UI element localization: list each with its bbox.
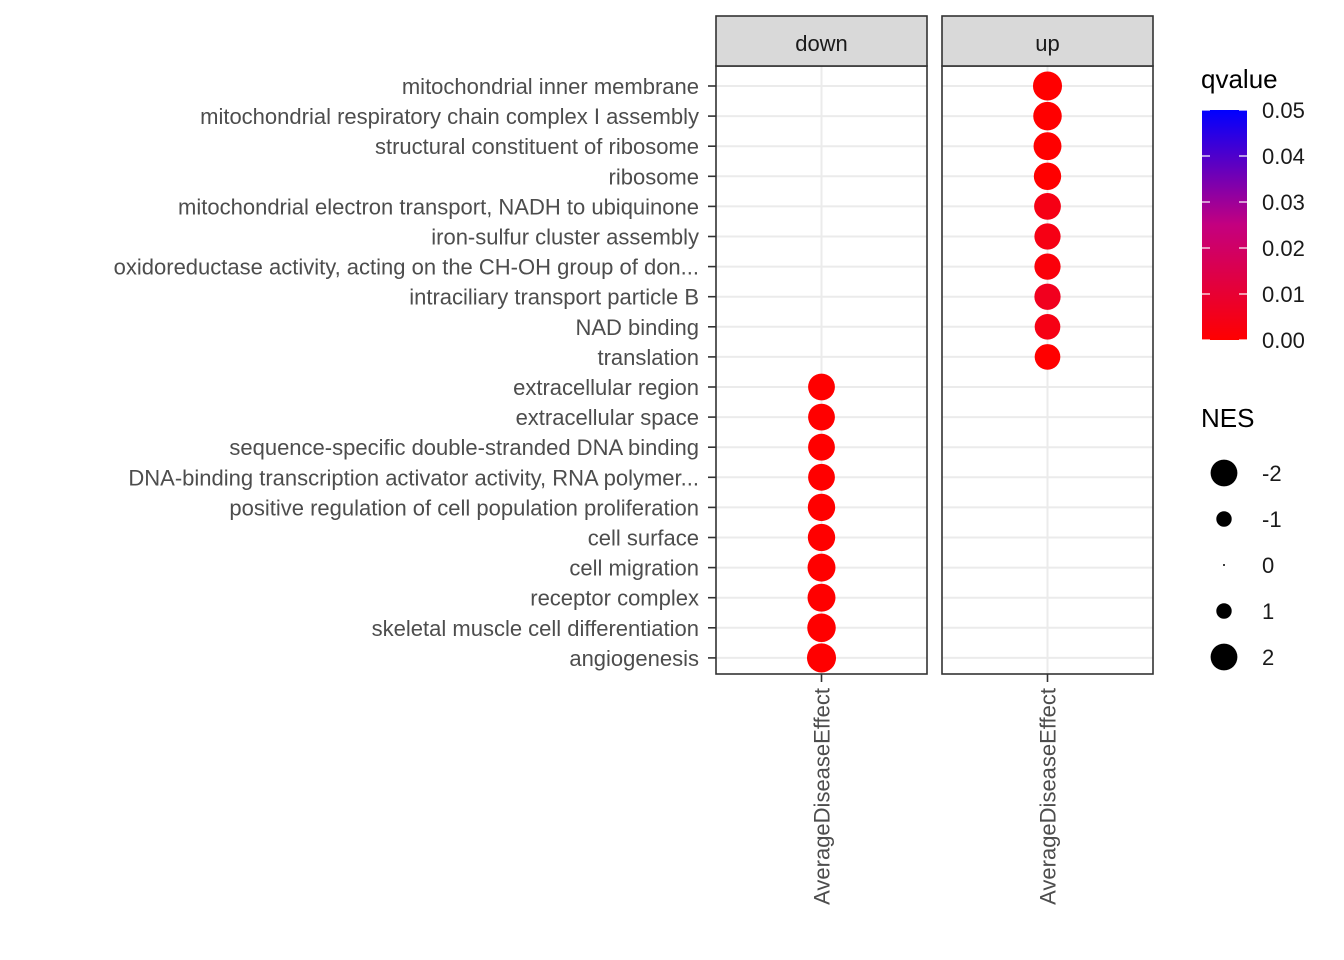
point-down-positive-regulation-of-cell-population-proliferation bbox=[808, 494, 835, 521]
y-label-ribosome: ribosome bbox=[609, 164, 699, 189]
legend-qvalue-label: 0.02 bbox=[1262, 236, 1305, 261]
point-up-intraciliary-transport-particle-b bbox=[1034, 284, 1060, 310]
point-up-structural-constituent-of-ribosome bbox=[1034, 132, 1062, 160]
legend-nes-label: -2 bbox=[1262, 461, 1282, 486]
legend-nes-key bbox=[1223, 564, 1225, 566]
legend-qvalue-label: 0.01 bbox=[1262, 282, 1305, 307]
point-up-translation bbox=[1035, 344, 1061, 370]
point-down-sequence-specific-double-stranded-dna-binding bbox=[808, 434, 835, 461]
point-up-iron-sulfur-cluster-assembly bbox=[1034, 223, 1060, 249]
point-down-cell-surface bbox=[808, 524, 835, 551]
point-up-mitochondrial-electron-transport-nadh-to-ubiquinone bbox=[1034, 193, 1061, 220]
y-label-nad-binding: NAD binding bbox=[575, 315, 699, 340]
y-label-angiogenesis: angiogenesis bbox=[569, 646, 699, 671]
x-tick-label: AverageDiseaseEffect bbox=[1036, 688, 1061, 905]
legend-qvalue-label: 0.00 bbox=[1262, 328, 1305, 353]
y-label-dna-binding-transcription-activator-activity-rna-polymer: DNA-binding transcription activator acti… bbox=[128, 465, 699, 490]
point-down-dna-binding-transcription-activator-activity-rna-polymer bbox=[808, 464, 835, 491]
point-up-mitochondrial-respiratory-chain-complex-i-assembly bbox=[1033, 102, 1062, 131]
point-down-cell-migration bbox=[808, 554, 836, 582]
legend-nes-label: 1 bbox=[1262, 599, 1274, 624]
point-down-skeletal-muscle-cell-differentiation bbox=[807, 614, 836, 643]
y-label-extracellular-region: extracellular region bbox=[513, 375, 699, 400]
legend-qvalue-colorbar bbox=[1202, 110, 1247, 340]
legend-qvalue-label: 0.04 bbox=[1262, 144, 1305, 169]
x-tick-label: AverageDiseaseEffect bbox=[810, 688, 835, 905]
y-label-cell-surface: cell surface bbox=[588, 526, 699, 551]
y-label-mitochondrial-inner-membrane: mitochondrial inner membrane bbox=[402, 74, 699, 99]
y-label-extracellular-space: extracellular space bbox=[516, 405, 699, 430]
y-label-mitochondrial-electron-transport-nadh-to-ubiquinone: mitochondrial electron transport, NADH t… bbox=[178, 194, 699, 219]
y-label-intraciliary-transport-particle-b: intraciliary transport particle B bbox=[409, 285, 699, 310]
point-down-extracellular-region bbox=[808, 374, 835, 401]
y-label-structural-constituent-of-ribosome: structural constituent of ribosome bbox=[375, 134, 699, 159]
y-label-mitochondrial-respiratory-chain-complex-i-assembly: mitochondrial respiratory chain complex … bbox=[200, 104, 699, 129]
legend-nes-label: 0 bbox=[1262, 553, 1274, 578]
legend-nes-key bbox=[1211, 460, 1238, 487]
legend-qvalue-label: 0.05 bbox=[1262, 98, 1305, 123]
point-up-ribosome bbox=[1034, 163, 1061, 190]
legend-nes-label: 2 bbox=[1262, 645, 1274, 670]
y-label-sequence-specific-double-stranded-dna-binding: sequence-specific double-stranded DNA bi… bbox=[229, 435, 699, 460]
strip-label-up: up bbox=[1035, 31, 1059, 56]
legend-nes-label: -1 bbox=[1262, 507, 1282, 532]
y-label-cell-migration: cell migration bbox=[569, 556, 699, 581]
point-up-oxidoreductase-activity-acting-on-the-ch-oh-group-of-don bbox=[1034, 253, 1060, 279]
point-up-mitochondrial-inner-membrane bbox=[1033, 71, 1062, 100]
legend-nes-title: NES bbox=[1201, 403, 1254, 433]
point-down-receptor-complex bbox=[808, 584, 836, 612]
point-up-nad-binding bbox=[1035, 314, 1061, 340]
point-down-extracellular-space bbox=[808, 404, 835, 431]
legend-nes-key bbox=[1211, 644, 1238, 671]
legend-nes-key bbox=[1216, 603, 1231, 618]
y-label-skeletal-muscle-cell-differentiation: skeletal muscle cell differentiation bbox=[372, 616, 699, 641]
y-label-receptor-complex: receptor complex bbox=[530, 586, 699, 611]
legend-qvalue-title: qvalue bbox=[1201, 64, 1278, 94]
y-label-translation: translation bbox=[597, 345, 699, 370]
legend-qvalue-label: 0.03 bbox=[1262, 190, 1305, 215]
legend-nes-key bbox=[1216, 511, 1231, 526]
strip-label-down: down bbox=[795, 31, 848, 56]
y-label-oxidoreductase-activity-acting-on-the-ch-oh-group-of-don: oxidoreductase activity, acting on the C… bbox=[114, 255, 699, 280]
point-down-angiogenesis bbox=[807, 643, 836, 672]
y-label-positive-regulation-of-cell-population-proliferation: positive regulation of cell population p… bbox=[229, 495, 699, 520]
y-label-iron-sulfur-cluster-assembly: iron-sulfur cluster assembly bbox=[431, 225, 699, 250]
